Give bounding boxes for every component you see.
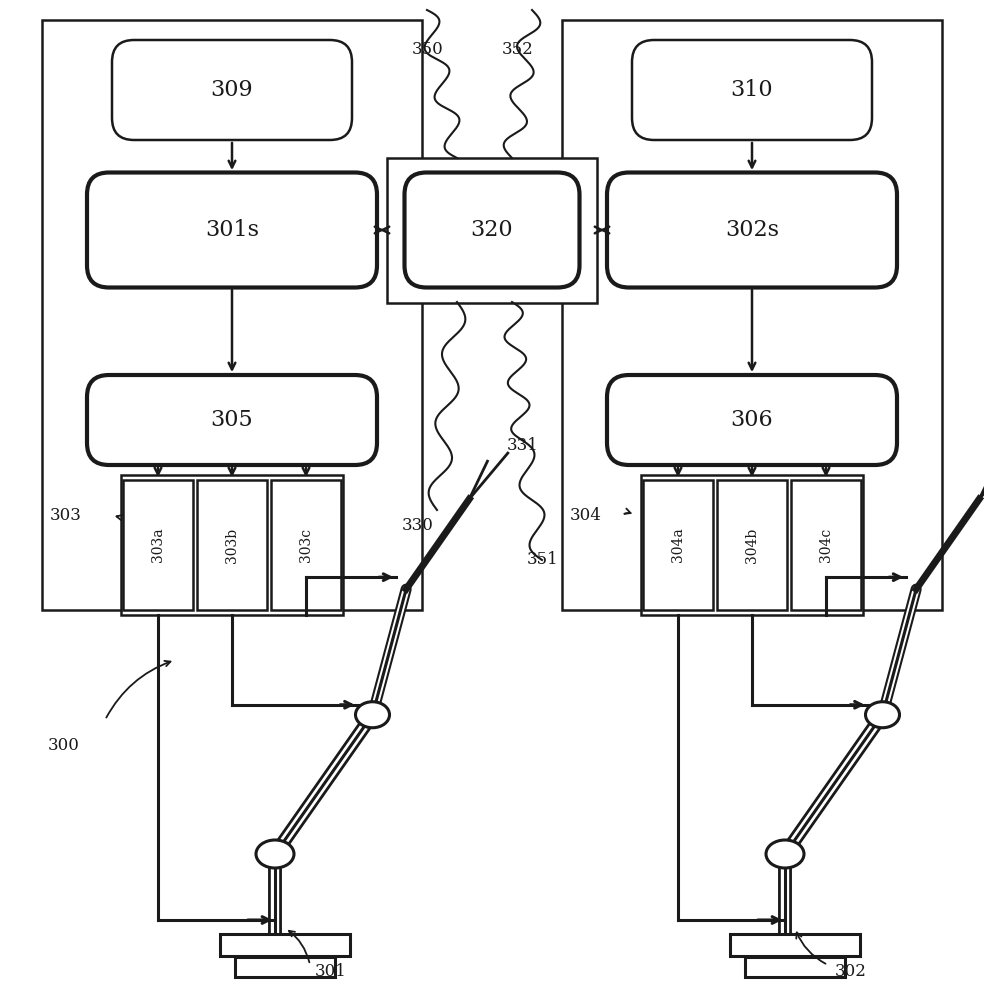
Bar <box>643 480 713 610</box>
Text: 304c: 304c <box>819 528 833 562</box>
Bar <box>745 957 845 977</box>
Text: 303b: 303b <box>225 527 239 563</box>
FancyBboxPatch shape <box>87 172 377 288</box>
FancyBboxPatch shape <box>632 40 872 140</box>
FancyBboxPatch shape <box>607 375 897 465</box>
Bar <box>271 480 341 610</box>
Text: 301s: 301s <box>205 219 259 241</box>
Text: 303c: 303c <box>299 528 313 562</box>
Bar <box>42 20 422 610</box>
Bar <box>791 480 861 610</box>
Bar <box>220 934 350 956</box>
Text: 350: 350 <box>412 41 444 58</box>
Text: 309: 309 <box>211 79 253 101</box>
Bar <box>121 475 343 615</box>
FancyBboxPatch shape <box>607 172 897 288</box>
Text: 304b: 304b <box>745 527 759 563</box>
Text: 320: 320 <box>470 219 514 241</box>
Bar <box>641 475 863 615</box>
Text: 304: 304 <box>570 506 602 524</box>
Ellipse shape <box>766 840 804 868</box>
Text: 330: 330 <box>402 516 434 534</box>
Bar <box>197 480 267 610</box>
Text: 303a: 303a <box>151 528 165 562</box>
Text: 301: 301 <box>315 964 347 980</box>
Text: 302s: 302s <box>725 219 779 241</box>
Text: 306: 306 <box>731 409 773 431</box>
Bar <box>717 480 787 610</box>
FancyBboxPatch shape <box>404 172 580 288</box>
Ellipse shape <box>866 702 899 728</box>
Text: 331: 331 <box>507 436 539 454</box>
FancyBboxPatch shape <box>112 40 352 140</box>
Text: 302: 302 <box>835 964 867 980</box>
Bar <box>730 934 860 956</box>
Bar <box>123 480 193 610</box>
Text: 310: 310 <box>731 79 773 101</box>
Text: 303: 303 <box>50 506 82 524</box>
Ellipse shape <box>355 702 390 728</box>
Text: 304a: 304a <box>671 528 685 562</box>
Bar <box>235 957 335 977</box>
Text: 352: 352 <box>502 41 533 58</box>
Text: 300: 300 <box>48 736 80 754</box>
Text: 351: 351 <box>527 552 559 568</box>
Ellipse shape <box>256 840 294 868</box>
FancyBboxPatch shape <box>87 375 377 465</box>
Bar <box>562 20 942 610</box>
Bar <box>387 157 597 302</box>
Text: 305: 305 <box>211 409 253 431</box>
